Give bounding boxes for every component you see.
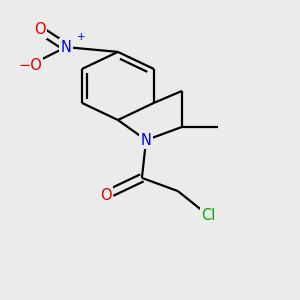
Text: Cl: Cl xyxy=(201,208,215,223)
Text: −O: −O xyxy=(18,58,42,73)
Text: +: + xyxy=(77,32,85,43)
Text: O: O xyxy=(34,22,46,38)
Text: O: O xyxy=(100,188,112,202)
Text: N: N xyxy=(61,40,71,55)
Text: N: N xyxy=(141,133,152,148)
